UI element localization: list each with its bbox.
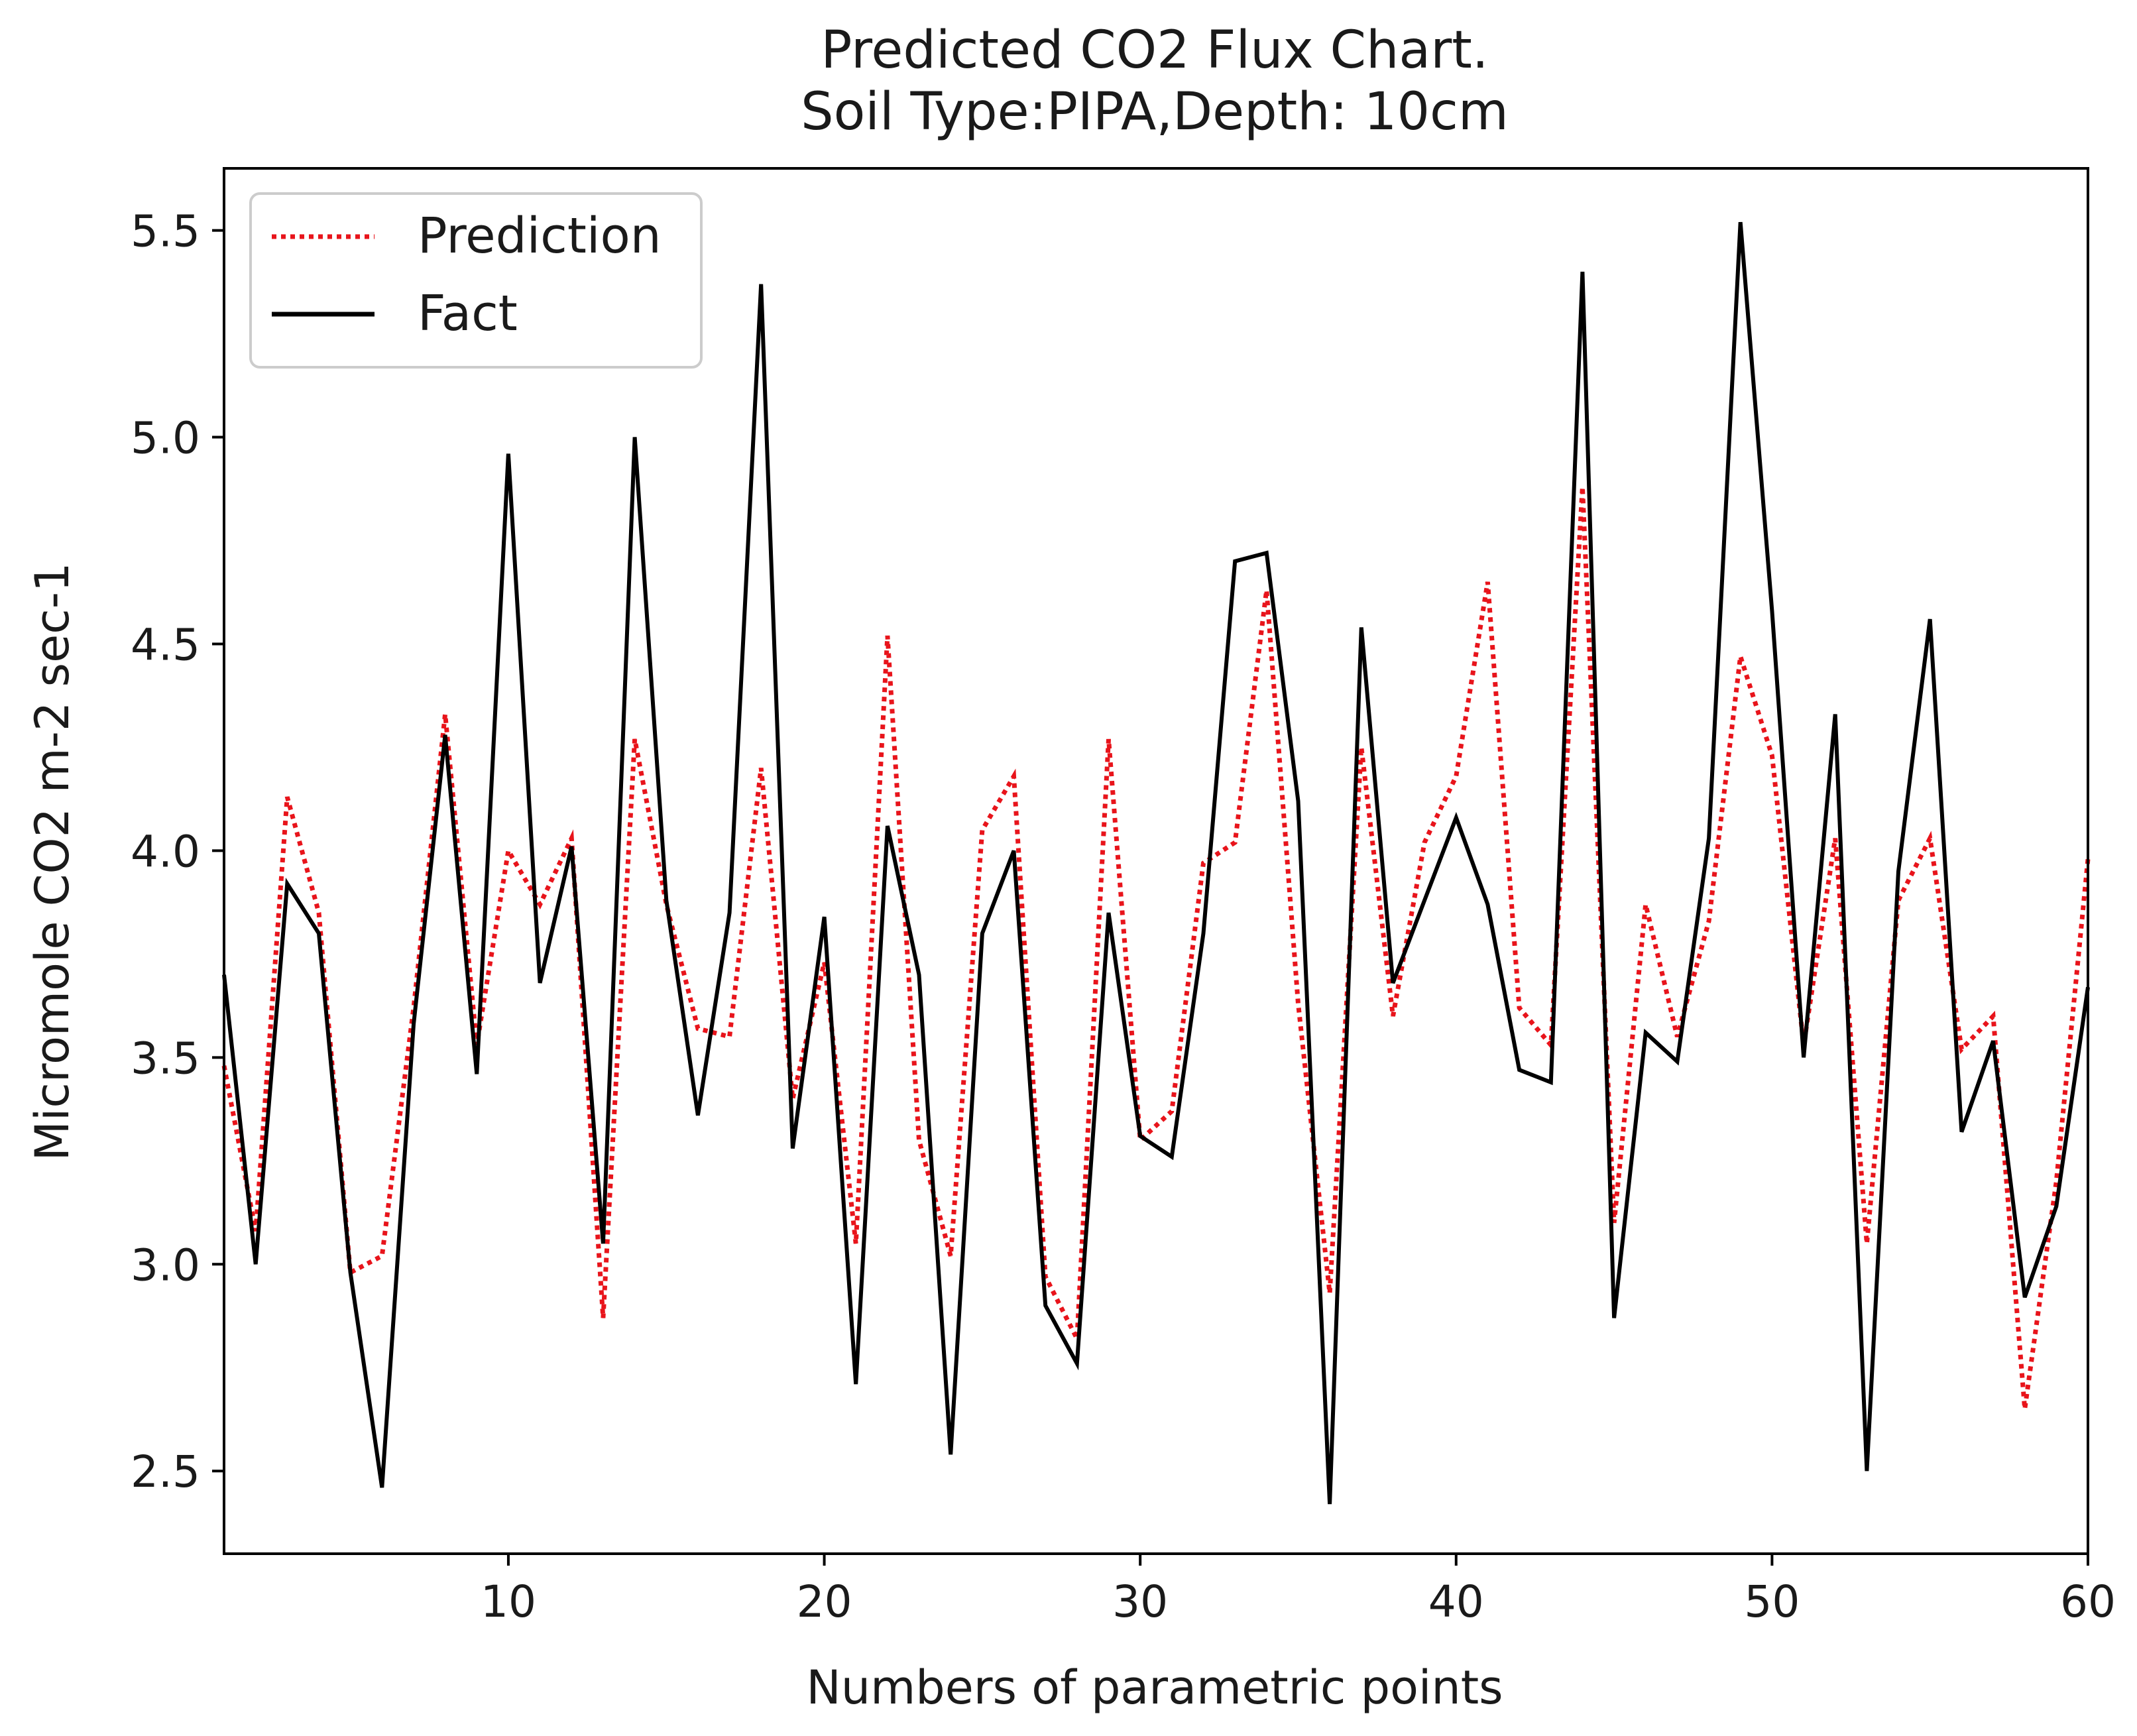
- y-axis-label: Micromole CO2 m-2 sec-1: [25, 563, 80, 1161]
- legend-box: [249, 192, 703, 369]
- legend-prediction-label: Prediction: [418, 207, 662, 264]
- y-tick-label: 5.5: [131, 206, 200, 257]
- x-tick-label: 40: [1428, 1576, 1484, 1627]
- y-axis-ticks: 2.5 3.0 3.5 4.0 4.5 5.0 5.5: [131, 206, 224, 1497]
- legend: Prediction Fact: [249, 192, 703, 369]
- chart-subtitle: Soil Type:PIPA,Depth: 10cm: [801, 82, 1509, 142]
- x-tick-label: 30: [1112, 1576, 1168, 1627]
- legend-fact-label: Fact: [418, 285, 518, 342]
- plot-area-frame: [223, 167, 2089, 1555]
- series-line-fact: [222, 221, 2090, 1505]
- y-tick-label: 4.0: [131, 826, 200, 877]
- x-tick-label: 10: [481, 1576, 536, 1627]
- x-axis-ticks: 10 20 30 40 50 60: [481, 1554, 2116, 1627]
- plot-series: [221, 221, 2091, 1505]
- x-tick-label: 20: [797, 1576, 852, 1627]
- x-tick-label: 50: [1744, 1576, 1800, 1627]
- y-tick-label: 4.5: [131, 619, 200, 670]
- chart-title: Predicted CO2 Flux Chart.: [821, 21, 1488, 80]
- x-axis-label: Numbers of parametric points: [806, 1660, 1503, 1715]
- y-tick-label: 3.0: [131, 1240, 200, 1291]
- y-tick-label: 5.0: [131, 413, 200, 464]
- y-tick-label: 2.5: [131, 1446, 200, 1497]
- y-tick-label: 3.5: [131, 1033, 200, 1084]
- x-tick-label: 60: [2060, 1576, 2116, 1627]
